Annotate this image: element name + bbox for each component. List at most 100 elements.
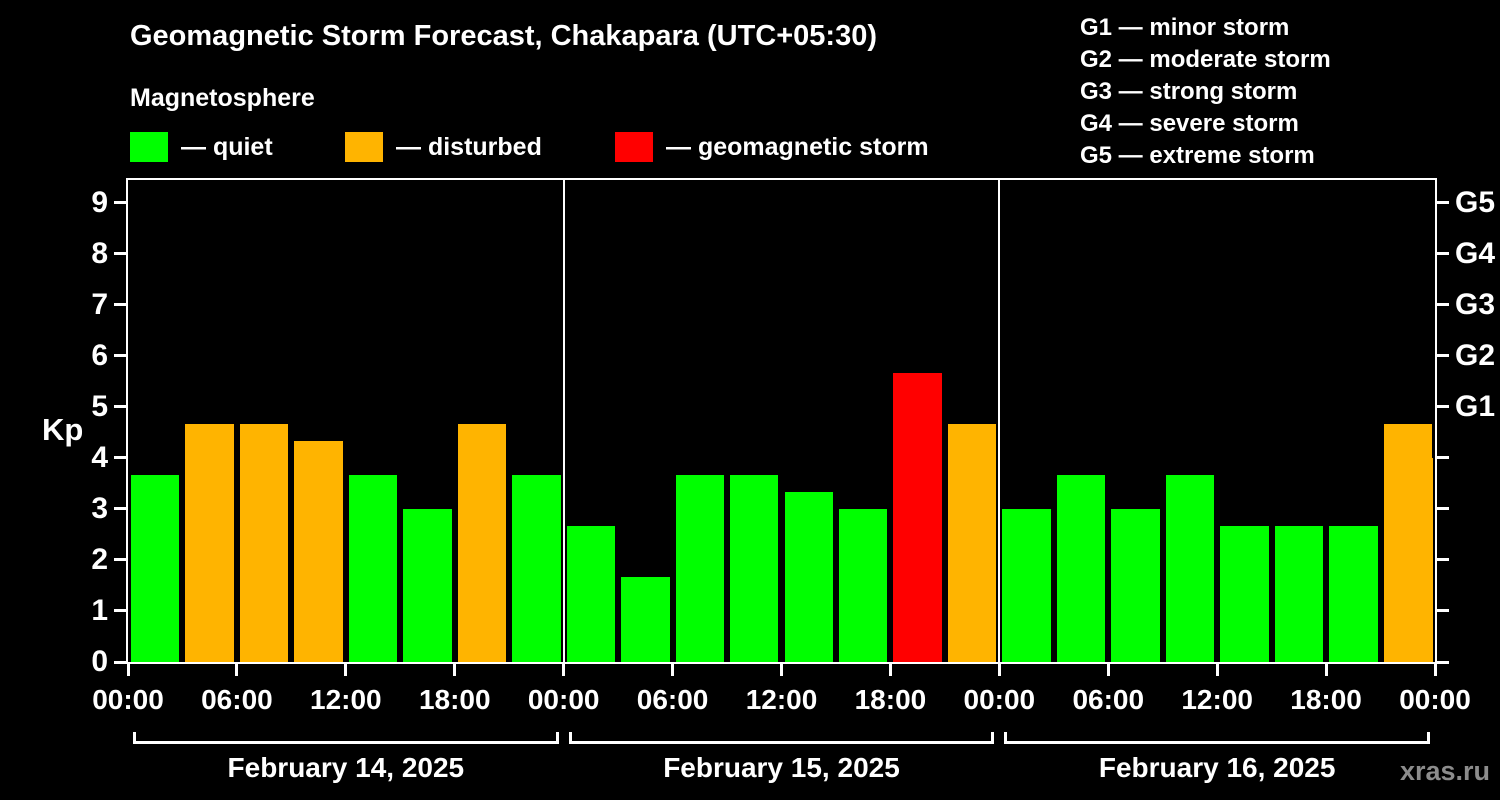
y-axis-tick-left xyxy=(114,201,126,205)
date-bracket xyxy=(133,732,559,744)
y-tick-label: 7 xyxy=(91,287,108,321)
y-axis-tick-right xyxy=(1437,558,1449,562)
y-tick-label: 5 xyxy=(91,389,108,423)
legend-item-disturbed: — disturbed xyxy=(345,132,542,162)
g-legend-line-g4: G4 — severe storm xyxy=(1080,110,1299,137)
chart-title: Geomagnetic Storm Forecast, Chakapara (U… xyxy=(130,20,877,52)
kp-bar xyxy=(239,423,289,662)
storm-color-swatch xyxy=(615,132,653,162)
y-axis-tick-right xyxy=(1437,507,1449,511)
x-tick-label: 06:00 xyxy=(201,684,273,715)
y-axis-tick-right xyxy=(1437,405,1449,409)
kp-bar xyxy=(1274,525,1324,662)
date-label: February 14, 2025 xyxy=(227,752,465,783)
day-divider xyxy=(998,180,1001,662)
date-label: February 15, 2025 xyxy=(663,752,900,783)
x-tick-label: 00:00 xyxy=(1399,684,1471,715)
x-axis-tick xyxy=(235,664,239,676)
g-scale-tick-label: G3 xyxy=(1455,287,1496,321)
legend-item-quiet: — quiet xyxy=(130,132,273,162)
y-axis-tick-left xyxy=(114,354,126,358)
y-axis-tick-right xyxy=(1437,252,1449,256)
g-scale-legend: G1 — minor storm G2 — moderate storm G3 … xyxy=(1080,12,1331,172)
x-tick-label: 00:00 xyxy=(92,684,164,715)
y-axis-tick-left xyxy=(114,558,126,562)
kp-bar xyxy=(185,423,234,662)
kp-bar xyxy=(403,508,452,662)
y-tick-label: 9 xyxy=(91,185,108,219)
x-tick-label: 18:00 xyxy=(854,684,927,715)
kp-bar xyxy=(893,372,942,662)
y-tick-label: 8 xyxy=(91,236,108,270)
g-legend-line-g2: G2 — moderate storm xyxy=(1080,46,1331,73)
y-axis-tick-right xyxy=(1437,660,1449,664)
x-tick-label: 06:00 xyxy=(1072,684,1145,715)
kp-bar-partial xyxy=(1418,457,1433,662)
kp-bar xyxy=(838,508,888,662)
legend-item-storm: — geomagnetic storm xyxy=(615,132,929,162)
kp-bar xyxy=(1220,525,1269,662)
x-axis-tick xyxy=(888,664,892,676)
date-bracket xyxy=(1004,732,1430,744)
y-axis-tick-right xyxy=(1437,456,1449,460)
y-axis-tick-left xyxy=(114,303,126,307)
plot-area: 0 1 2 3 4 5 6 7 8 9 G1 G2 G3 G4 G5 00:00 06:00 12:00 18:00… xyxy=(91,178,1495,715)
kp-bar xyxy=(512,474,561,662)
y-axis-title: Kp xyxy=(42,412,84,447)
x-tick-label: 12:00 xyxy=(310,684,382,715)
date-bracket xyxy=(568,732,995,744)
kp-bar xyxy=(621,576,670,662)
kp-bar xyxy=(131,474,180,662)
y-axis-tick-left xyxy=(114,456,126,460)
kp-bar xyxy=(675,474,725,662)
x-tick-label: 00:00 xyxy=(527,684,600,715)
x-tick-label: 12:00 xyxy=(1181,684,1253,715)
g-legend-line-g1: G1 — minor storm xyxy=(1080,14,1290,41)
x-axis-tick xyxy=(1433,664,1437,676)
y-tick-label: 2 xyxy=(91,542,108,576)
watermark-link[interactable]: xras.ru xyxy=(1399,756,1490,786)
kp-bar xyxy=(294,441,343,662)
kp-bar xyxy=(566,525,616,662)
x-axis-tick xyxy=(453,664,457,676)
y-axis-tick-left xyxy=(114,252,126,256)
g-scale-tick-label: G4 xyxy=(1455,236,1496,270)
x-tick-label: 18:00 xyxy=(1290,684,1362,715)
y-tick-label: 4 xyxy=(91,440,108,474)
g-legend-line-g5: G5 — extreme storm xyxy=(1080,142,1315,169)
g-legend-line-g3: G3 — strong storm xyxy=(1080,78,1298,105)
chart-subtitle: Magnetosphere xyxy=(130,84,315,112)
legend-label-disturbed: — disturbed xyxy=(396,132,542,161)
y-tick-label: 6 xyxy=(91,338,108,372)
legend-label-quiet: — quiet xyxy=(181,132,273,161)
kp-bar xyxy=(1165,474,1215,662)
y-axis-tick-left xyxy=(114,609,126,613)
g-scale-tick-label: G5 xyxy=(1455,185,1496,219)
y-axis-tick-left xyxy=(114,660,126,664)
disturbed-color-swatch xyxy=(345,132,383,162)
x-axis-tick xyxy=(997,664,1001,676)
kp-bar xyxy=(784,492,833,662)
kp-bar xyxy=(730,474,779,662)
kp-bar xyxy=(457,423,507,662)
x-axis-tick xyxy=(126,664,130,676)
kp-bar xyxy=(348,474,398,662)
x-tick-label: 12:00 xyxy=(745,684,818,715)
kp-bar xyxy=(1329,525,1378,662)
x-axis-tick xyxy=(344,664,348,676)
x-axis-tick xyxy=(1324,664,1328,676)
y-axis-tick-left xyxy=(114,507,126,511)
kp-bar xyxy=(1002,508,1051,662)
y-tick-label: 1 xyxy=(91,593,108,627)
y-axis-tick-left xyxy=(114,405,126,409)
x-tick-label: 06:00 xyxy=(636,684,709,715)
x-axis-tick xyxy=(1215,664,1219,676)
y-axis-tick-right xyxy=(1437,609,1449,613)
y-axis-tick-right xyxy=(1437,354,1449,358)
g-scale-tick-label: G1 xyxy=(1455,389,1496,423)
kp-bar xyxy=(947,423,997,662)
y-axis-tick-right xyxy=(1437,201,1449,205)
y-axis-tick-right xyxy=(1437,303,1449,307)
legend-label-storm: — geomagnetic storm xyxy=(666,132,929,161)
x-tick-label: 00:00 xyxy=(963,684,1036,715)
